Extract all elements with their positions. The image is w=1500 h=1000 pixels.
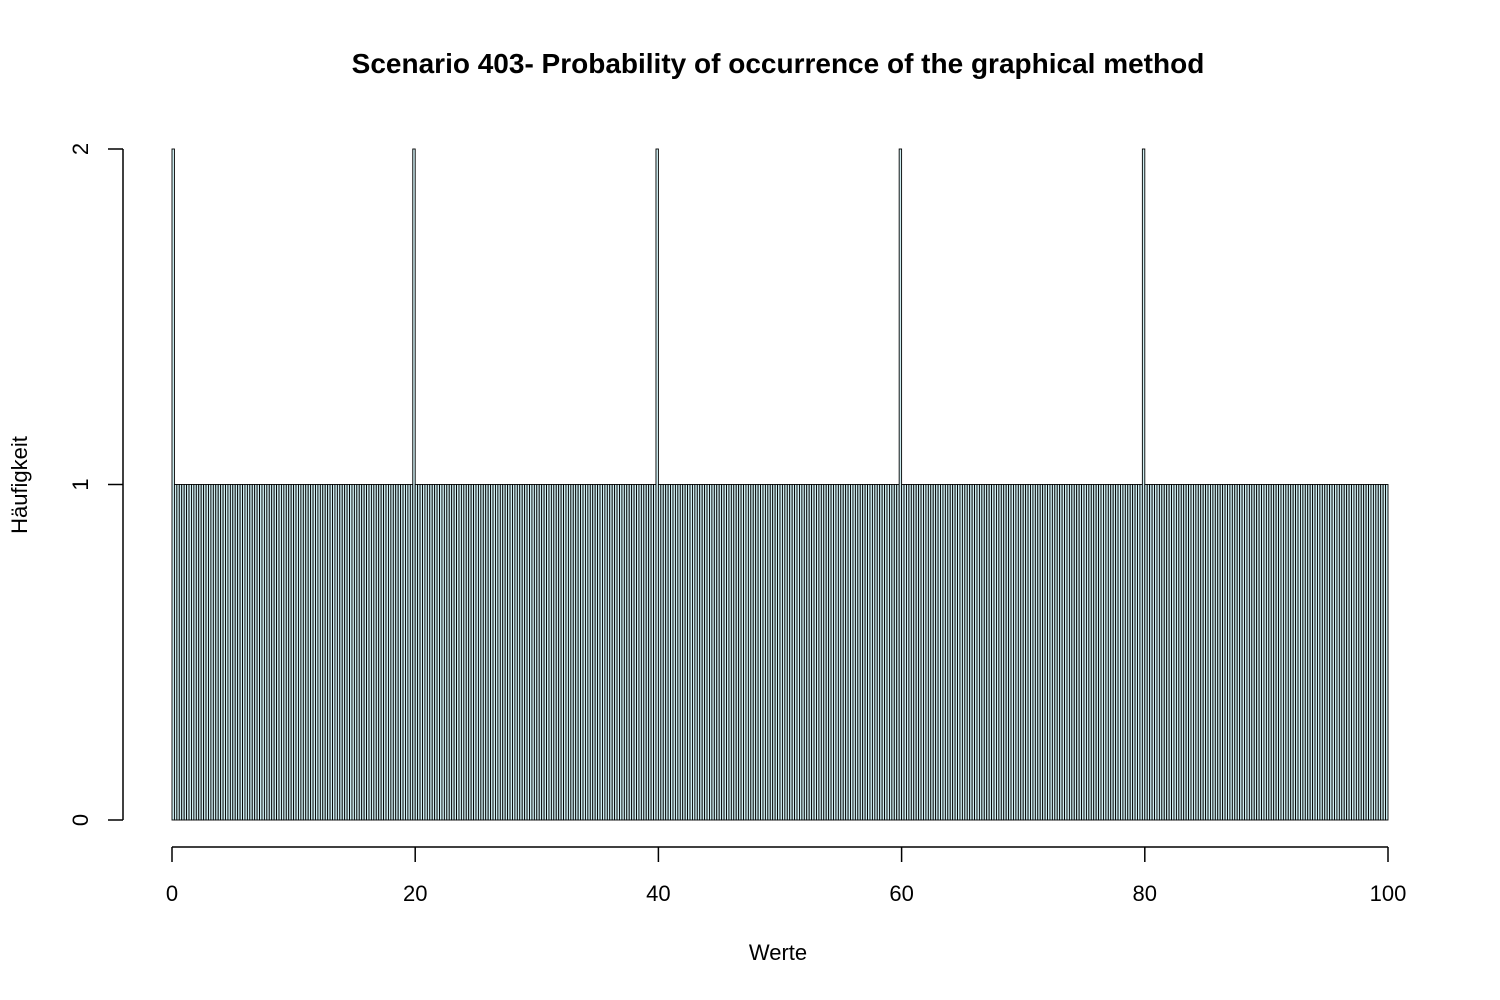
y-axis: 0 1 2 [68, 143, 124, 826]
x-axis: 0 20 40 60 80 100 [166, 846, 1407, 906]
x-tick-label: 60 [889, 881, 913, 906]
y-tick-label: 0 [68, 814, 93, 826]
x-axis-label: Werte [749, 940, 807, 965]
x-tick-label: 0 [166, 881, 178, 906]
y-tick-label: 2 [68, 143, 93, 155]
x-tick-label: 20 [403, 881, 427, 906]
histogram-bar [1385, 484, 1389, 821]
chart-title: Scenario 403- Probability of occurrence … [352, 48, 1205, 79]
bars-group [171, 148, 1389, 821]
x-tick-label: 80 [1133, 881, 1157, 906]
x-tick-label: 100 [1370, 881, 1407, 906]
y-axis-label: Häufigkeit [7, 436, 32, 534]
y-tick-label: 1 [68, 478, 93, 490]
x-tick-label: 40 [646, 881, 670, 906]
